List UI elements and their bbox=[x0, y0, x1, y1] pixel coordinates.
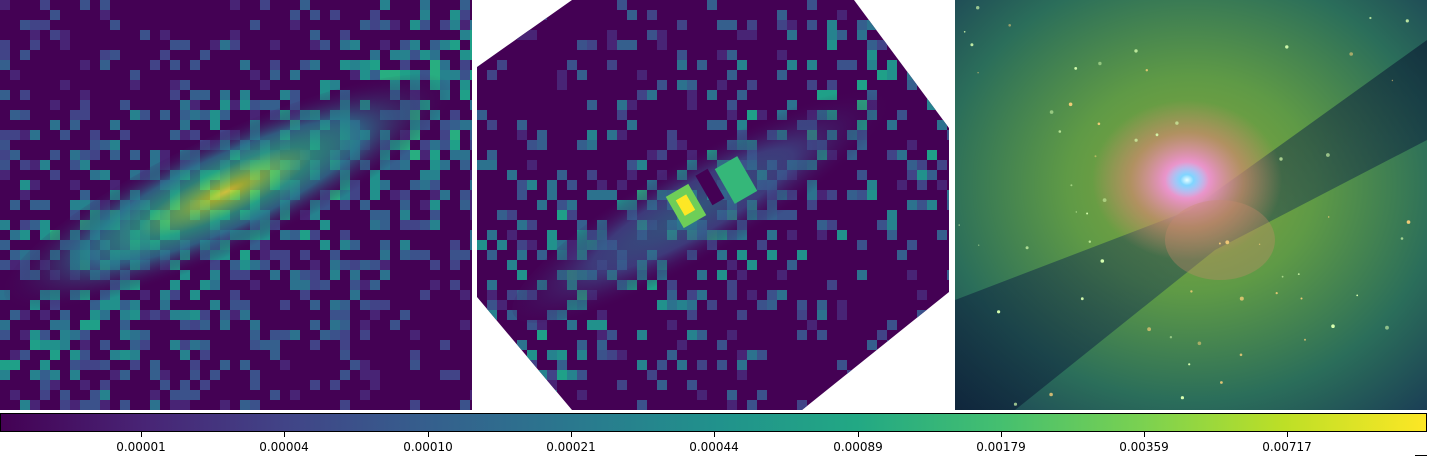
colorbar-tick bbox=[1001, 432, 1002, 437]
colorbar-tick-label: 0.00179 bbox=[976, 440, 1026, 454]
colorbar-tick bbox=[428, 432, 429, 437]
colorbar-tick-label: 0.00044 bbox=[689, 440, 739, 454]
colorbar-tick bbox=[571, 432, 572, 437]
colorbar-tick-label: 0.00359 bbox=[1119, 440, 1169, 454]
colorbar-tick-label: 0.00010 bbox=[403, 440, 453, 454]
colorbar-tick-label: 0.00021 bbox=[546, 440, 596, 454]
colorbar-tick-label: 0.00089 bbox=[833, 440, 883, 454]
colorbar-tick bbox=[858, 432, 859, 437]
colorbar-tick-label: 0.00004 bbox=[259, 440, 309, 454]
colorbar-tick bbox=[1287, 432, 1288, 437]
colorbar-tick bbox=[714, 432, 715, 437]
intensity-map-left bbox=[0, 0, 472, 410]
colorbar-tick-label: 0.00717 bbox=[1262, 440, 1312, 454]
colorbar-tick bbox=[141, 432, 142, 437]
colorbar bbox=[0, 413, 1427, 432]
colorbar-tick bbox=[1144, 432, 1145, 437]
colorbar-tick-label: 0.00001 bbox=[116, 440, 166, 454]
galaxy-composite-image bbox=[955, 0, 1427, 410]
intensity-map-middle-octagon bbox=[477, 0, 949, 410]
colorbar-tick bbox=[284, 432, 285, 437]
corner-mark bbox=[1415, 455, 1427, 456]
